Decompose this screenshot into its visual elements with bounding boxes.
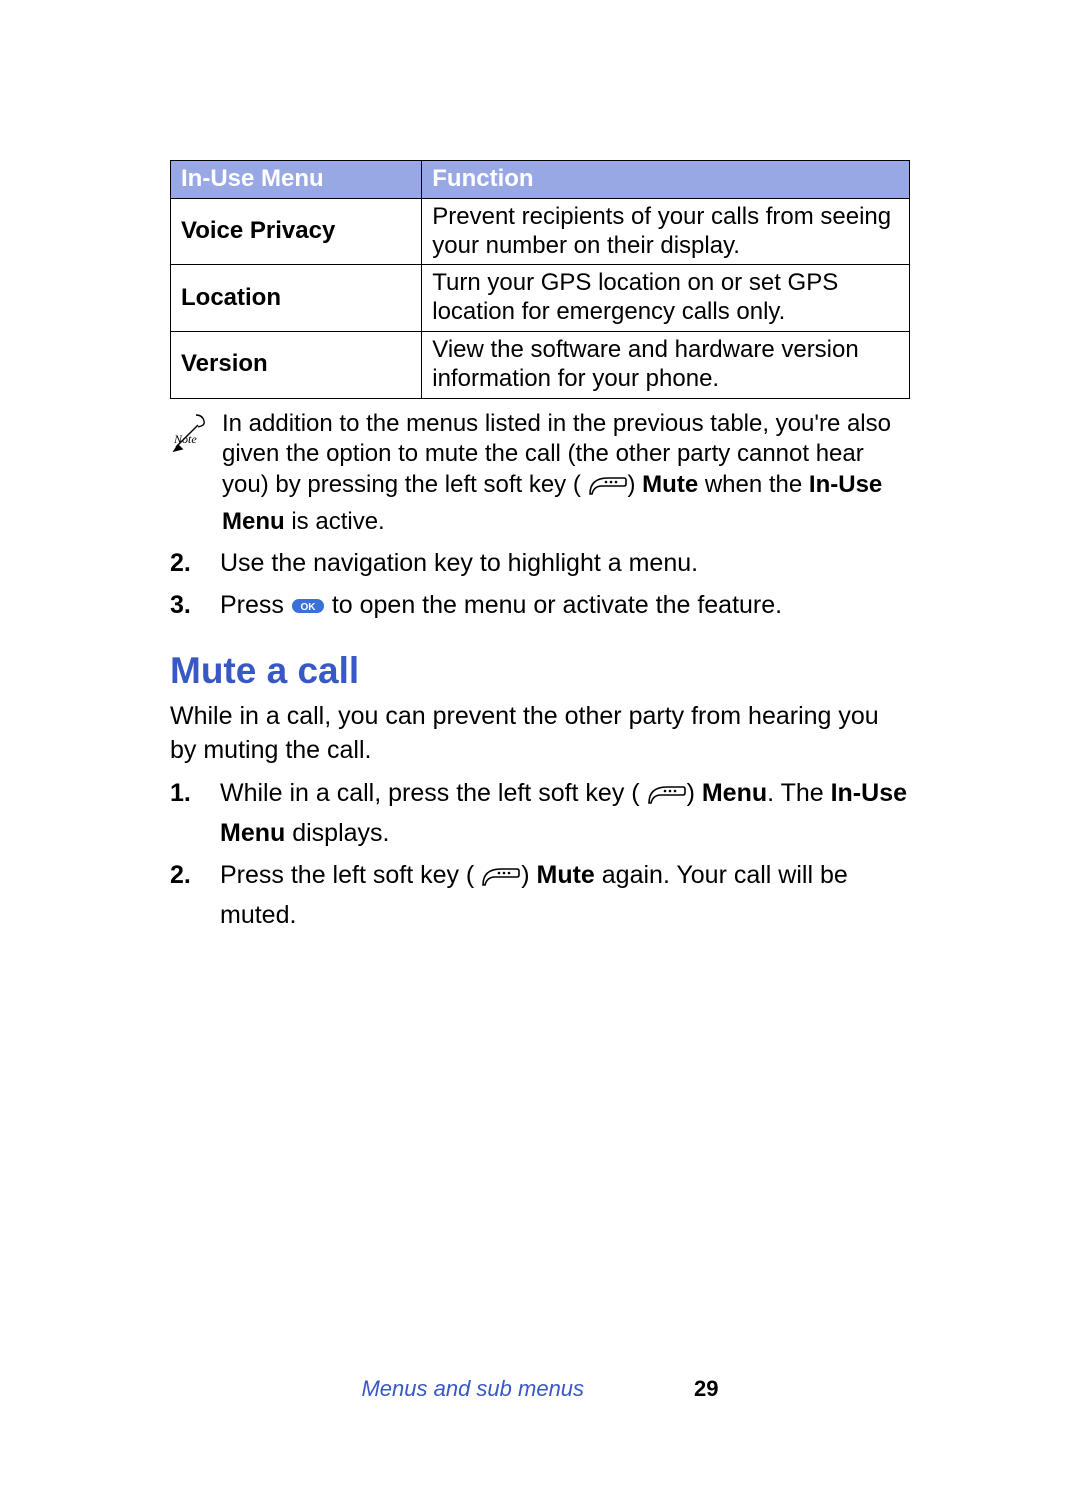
step-body: Press OK to open the menu or activate th… (220, 589, 910, 626)
note-postclose: ) (628, 471, 643, 498)
step-number: 2. (170, 547, 220, 581)
step-after-menu: . The (767, 779, 830, 807)
table-header-row: In-Use Menu Function (171, 161, 910, 199)
list-item: 1. While in a call, press the left soft … (170, 777, 910, 851)
ok-icon: OK (291, 592, 325, 626)
step-body: While in a call, press the left soft key… (220, 777, 910, 851)
col-header-function: Function (422, 161, 910, 199)
note-mute: Mute (642, 471, 698, 498)
step-pre: Press the left soft key ( (220, 861, 474, 889)
section-intro: While in a call, you can prevent the oth… (170, 700, 910, 768)
step-post: to open the menu or activate the feature… (332, 591, 782, 619)
row-desc: View the software and hardware version i… (422, 331, 910, 398)
note-block: Note In addition to the menus listed in … (170, 409, 910, 538)
page-number: 29 (694, 1376, 718, 1401)
row-label: Location (171, 265, 422, 332)
svg-text:OK: OK (300, 602, 316, 613)
table-row: Location Turn your GPS location on or se… (171, 265, 910, 332)
list-item: 2. Use the navigation key to highlight a… (170, 547, 910, 581)
softkey-icon (588, 474, 628, 507)
step-body: Use the navigation key to highlight a me… (220, 547, 910, 581)
list-item: 3. Press OK to open the menu or activate… (170, 589, 910, 626)
step-postclose: ) (687, 779, 702, 807)
step-pre: Press (220, 591, 291, 619)
row-label: Version (171, 331, 422, 398)
row-desc: Prevent recipients of your calls from se… (422, 198, 910, 265)
footer-section-label: Menus and sub menus (361, 1376, 584, 1401)
note-text: In addition to the menus listed in the p… (222, 409, 910, 538)
step-body: Press the left soft key ( ) Mute again. … (220, 859, 910, 933)
table-row: Voice Privacy Prevent recipients of your… (171, 198, 910, 265)
row-desc: Turn your GPS location on or set GPS loc… (422, 265, 910, 332)
step-menu: Menu (702, 779, 767, 807)
in-use-menu-table: In-Use Menu Function Voice Privacy Preve… (170, 160, 910, 399)
step-number: 1. (170, 777, 220, 851)
step-number: 3. (170, 589, 220, 626)
svg-text:Note: Note (173, 432, 197, 446)
page-footer: Menus and sub menus 29 (0, 1376, 1080, 1402)
row-label: Voice Privacy (171, 198, 422, 265)
step-tail: displays. (285, 819, 389, 847)
note-icon: Note (170, 411, 214, 464)
steps-top: 2. Use the navigation key to highlight a… (170, 547, 910, 626)
table-row: Version View the software and hardware v… (171, 331, 910, 398)
step-postclose: ) (521, 861, 536, 889)
step-pre: While in a call, press the left soft key… (220, 779, 640, 807)
note-active: is active. (285, 508, 385, 535)
softkey-icon (481, 865, 521, 899)
col-header-menu: In-Use Menu (171, 161, 422, 199)
softkey-icon (647, 783, 687, 817)
steps-mute: 1. While in a call, press the left soft … (170, 777, 910, 932)
section-heading: Mute a call (170, 650, 910, 692)
step-mute: Mute (537, 861, 595, 889)
document-page: In-Use Menu Function Voice Privacy Preve… (0, 0, 1080, 1492)
step-number: 2. (170, 859, 220, 933)
note-when: when the (698, 471, 809, 498)
list-item: 2. Press the left soft key ( ) Mute agai… (170, 859, 910, 933)
